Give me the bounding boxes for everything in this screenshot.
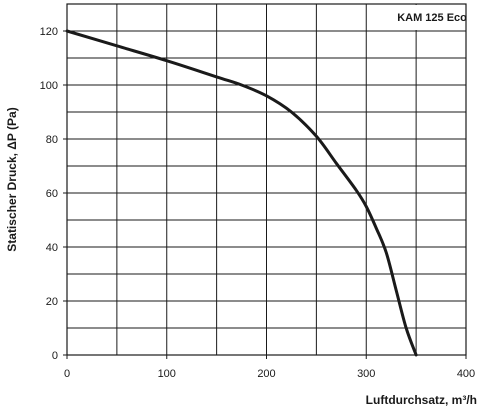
x-tick-labels: 0 100 200 300 400 <box>64 355 475 380</box>
x-tick-label: 0 <box>64 368 70 380</box>
y-tick-label: 60 <box>46 188 58 200</box>
y-tick-label: 100 <box>40 80 58 92</box>
x-tick-label: 100 <box>158 368 176 380</box>
series-line <box>65 29 418 357</box>
grid-lines <box>67 4 466 355</box>
y-tick-labels: 0 20 40 60 80 100 120 <box>40 26 67 362</box>
y-tick-label: 20 <box>46 296 58 308</box>
y-tick-label: 40 <box>46 242 58 254</box>
x-tick-label: 200 <box>257 368 275 380</box>
x-tick-label: 300 <box>357 368 375 380</box>
y-axis-label: Statischer Druck, ΔP (Pa) <box>5 107 19 251</box>
y-tick-label: 120 <box>40 26 58 38</box>
y-tick-label: 80 <box>46 134 58 146</box>
series-layer <box>65 29 418 357</box>
legend-box <box>392 5 465 30</box>
legend-entry: KAM 125 Eco <box>397 12 467 24</box>
y-tick-label: 0 <box>52 350 58 362</box>
x-tick-label: 400 <box>457 368 475 380</box>
legend: KAM 125 Eco <box>392 5 467 30</box>
x-axis-label: Luftdurchsatz, m³/h <box>366 393 477 407</box>
